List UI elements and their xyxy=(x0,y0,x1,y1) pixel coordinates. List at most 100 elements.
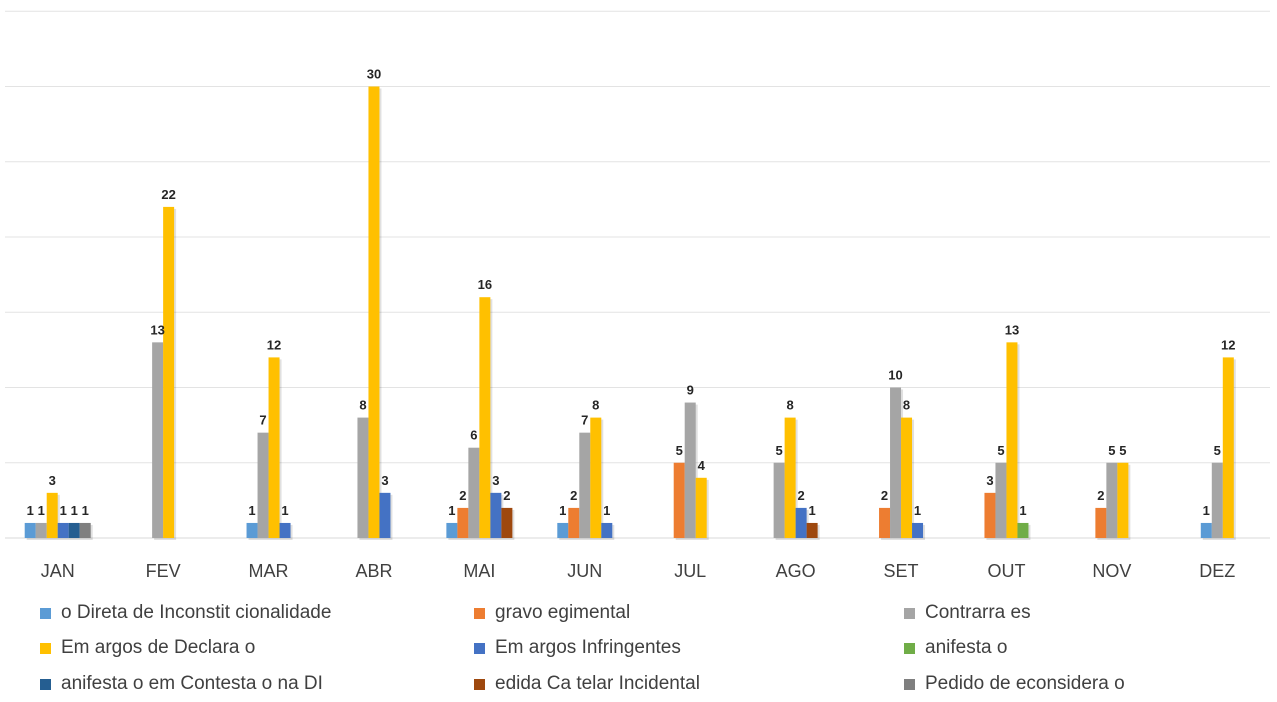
legend-item: Em argos Infringentes xyxy=(474,633,681,663)
bar xyxy=(579,432,591,538)
x-tick-label: JAN xyxy=(41,561,75,581)
bar xyxy=(590,417,602,538)
x-tick-label: ABR xyxy=(355,561,392,581)
bar xyxy=(795,507,807,538)
x-axis-tick-labels: JAN FEV MAR ABR MAI JUN JUL AGO SET OUT NOV DEZ xyxy=(41,561,1236,581)
data-label: 1 xyxy=(809,503,816,518)
bar xyxy=(890,387,902,538)
data-label: 13 xyxy=(1005,322,1019,337)
bar xyxy=(79,522,91,538)
data-label: 8 xyxy=(359,398,366,413)
data-label: 3 xyxy=(492,473,499,488)
data-label: 12 xyxy=(1221,337,1235,352)
bar xyxy=(246,522,258,538)
bar xyxy=(806,522,818,538)
bar xyxy=(35,522,47,538)
data-label: 3 xyxy=(381,473,388,488)
bar xyxy=(257,432,269,538)
legend-item: Contrarra es xyxy=(904,598,1031,628)
data-label: 3 xyxy=(49,473,56,488)
data-label: 1 xyxy=(38,503,45,518)
bar xyxy=(995,462,1007,538)
data-label: 2 xyxy=(503,488,510,503)
bar xyxy=(568,507,580,538)
legend-swatch xyxy=(40,678,51,690)
data-labels: 1 131 1 11322171218303126163212781594582121… xyxy=(27,67,1236,518)
data-label: 8 xyxy=(592,398,599,413)
bar xyxy=(468,447,480,538)
bar xyxy=(1017,522,1029,538)
legend-label: edida Ca telar Incidental xyxy=(495,673,700,694)
legend-label: Em argos de Declara o xyxy=(61,637,256,658)
x-tick-label: MAR xyxy=(249,561,289,581)
x-tick-label: MAI xyxy=(463,561,495,581)
data-label: 1 xyxy=(559,503,566,518)
bar xyxy=(773,462,785,538)
data-label: 1 xyxy=(448,503,455,518)
data-label: 7 xyxy=(259,413,266,428)
x-tick-label: JUN xyxy=(567,561,602,581)
bar xyxy=(984,492,996,538)
data-label: 22 xyxy=(161,187,175,202)
data-label: 10 xyxy=(888,368,902,383)
legend-label: Pedido de econsidera o xyxy=(925,673,1125,694)
bar xyxy=(501,507,513,538)
data-label: 1 xyxy=(603,503,610,518)
legend-item: Em argos de Declara o xyxy=(40,633,255,663)
data-label: 1 xyxy=(1203,503,1210,518)
bar xyxy=(1117,462,1129,538)
bar xyxy=(557,522,569,538)
legend-swatch xyxy=(474,642,485,654)
bar xyxy=(163,206,175,538)
data-label: 1 xyxy=(1019,503,1026,518)
data-label: 5 xyxy=(1119,443,1126,458)
bar xyxy=(279,522,291,538)
bar xyxy=(879,507,891,538)
bar xyxy=(357,417,369,538)
bar xyxy=(912,522,924,538)
legend-swatch xyxy=(904,607,915,619)
bar xyxy=(695,477,707,538)
data-label: 30 xyxy=(367,67,381,82)
data-label: 2 xyxy=(459,488,466,503)
data-label: 3 xyxy=(986,473,993,488)
legend-label: anifesta o em Contesta o na DI xyxy=(61,673,323,694)
legend-swatch xyxy=(40,607,51,619)
data-label: 16 xyxy=(478,277,492,292)
bar xyxy=(479,297,491,538)
data-label: 1 xyxy=(60,503,67,518)
legend-item: o Direta de Inconstit cionalidade xyxy=(40,598,331,628)
bar xyxy=(368,86,380,538)
bar xyxy=(268,357,280,538)
legend-item: Pedido de econsidera o xyxy=(904,669,1125,699)
data-label: 12 xyxy=(267,337,281,352)
data-label: 1 xyxy=(82,503,89,518)
bar xyxy=(46,492,58,538)
bar xyxy=(1095,507,1107,538)
data-label: 1 xyxy=(27,503,34,518)
gridlines xyxy=(5,10,1270,539)
legend-item: gravo egimental xyxy=(474,598,630,628)
bars xyxy=(24,86,1236,540)
bar xyxy=(490,492,502,538)
legend-label: gravo egimental xyxy=(495,602,631,623)
data-label: 5 xyxy=(997,443,1004,458)
bar xyxy=(457,507,469,538)
legend-swatch xyxy=(474,678,485,690)
data-label: 2 xyxy=(798,488,805,503)
legend-item: anifesta o xyxy=(904,633,1007,663)
data-label: 2 xyxy=(570,488,577,503)
data-label: 5 xyxy=(1214,443,1221,458)
legend-label: o Direta de Inconstit cionalidade xyxy=(61,602,332,623)
bar xyxy=(379,492,391,538)
x-tick-label: JUL xyxy=(674,561,706,581)
data-label: 13 xyxy=(150,322,164,337)
data-label: 7 xyxy=(581,413,588,428)
legend-label: Contrarra es xyxy=(925,602,1031,623)
legend-label: anifesta o xyxy=(925,637,1008,658)
bar xyxy=(152,342,164,538)
bar xyxy=(684,402,696,538)
bar xyxy=(673,462,685,538)
